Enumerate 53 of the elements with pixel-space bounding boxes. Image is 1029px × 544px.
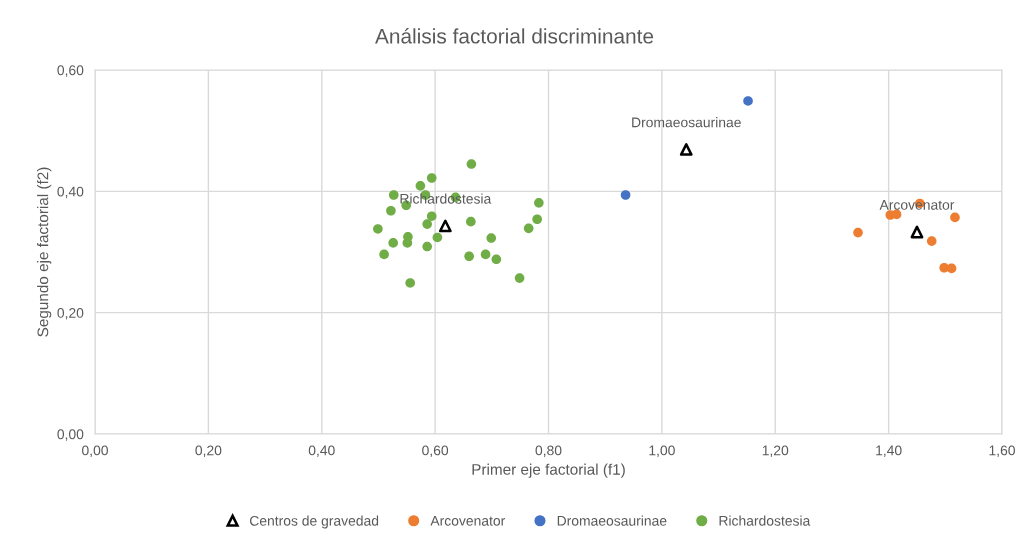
point: [523, 223, 534, 234]
point: [415, 181, 426, 191]
point: [950, 212, 960, 223]
point: [466, 216, 476, 227]
point: [426, 173, 437, 183]
legend-label: Arcovenator: [430, 516, 506, 526]
point: [853, 227, 863, 238]
x-tick-label: 0,60: [422, 445, 449, 457]
x-tick-label: 0,20: [195, 445, 222, 457]
chart-title: Análisis factorial discriminante: [375, 28, 654, 44]
x-axis-title: Primer eje factorial (f1): [472, 463, 625, 478]
point: [679, 143, 693, 156]
point: [620, 190, 631, 200]
point: [373, 224, 383, 234]
point: [422, 241, 432, 252]
y-tick-label: 0,00: [57, 429, 84, 441]
point: [438, 219, 452, 233]
point: [926, 236, 937, 246]
legend-label: Dromaeosaurinae: [557, 515, 667, 526]
y-tick-label: 0,60: [57, 65, 84, 77]
point: [480, 249, 491, 260]
point: [402, 238, 413, 248]
legend-label: Richardostesia: [719, 515, 811, 526]
point: [532, 214, 542, 225]
y-tick-label: 0,40: [57, 186, 84, 199]
point: [464, 251, 474, 262]
legend-label: Centros de gravedad: [249, 515, 379, 529]
point: [946, 263, 957, 274]
point: [386, 205, 396, 216]
point: [910, 225, 924, 239]
point: [432, 232, 443, 243]
point: [405, 278, 415, 288]
x-tick-label: 0,00: [82, 445, 108, 457]
point: [388, 190, 399, 200]
point: [422, 219, 432, 229]
y-axis-title: Segundo eje factorial (f2): [37, 167, 52, 337]
point: [466, 159, 477, 169]
point: [388, 238, 398, 248]
point: [534, 198, 544, 208]
point: [743, 96, 753, 106]
x-tick-label: 1,00: [649, 445, 675, 457]
x-tick-label: 1,20: [762, 445, 789, 457]
point: [491, 254, 502, 265]
point: [379, 249, 389, 260]
x-tick-label: 1,40: [876, 445, 902, 457]
x-tick-label: 0,80: [535, 445, 562, 457]
annotation: Dromaeosaurinae: [632, 117, 741, 128]
point: [514, 273, 525, 283]
y-tick-label: 0,20: [57, 308, 84, 320]
point: [426, 211, 437, 222]
x-tick-label: 0,40: [308, 445, 335, 457]
point: [486, 233, 497, 243]
x-tick-label: 1,60: [989, 445, 1015, 457]
